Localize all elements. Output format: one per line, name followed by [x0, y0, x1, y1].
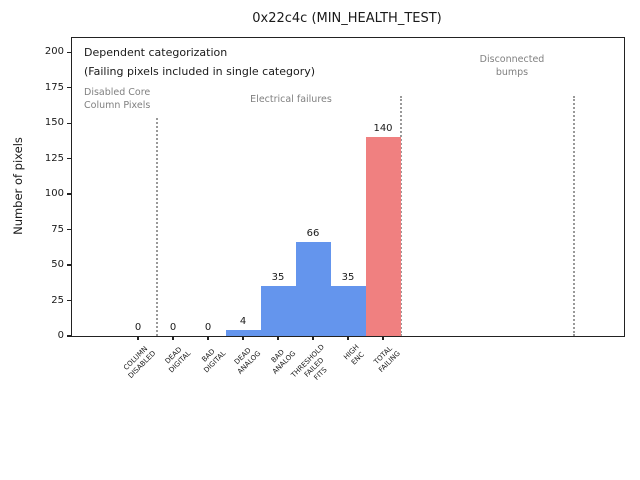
x-axis-tick-label: DEAD DIGITAL — [163, 345, 192, 375]
section-label-disconnected-bumps: Disconnected bumps — [479, 54, 545, 78]
bar — [295, 242, 331, 336]
annotation-failing-pixels-note: (Failing pixels included in single categ… — [84, 65, 316, 78]
y-axis-tick — [67, 264, 72, 266]
x-axis-tick — [277, 336, 279, 340]
x-axis-tick — [347, 336, 349, 340]
bar — [260, 286, 296, 336]
y-axis-tick — [67, 193, 72, 195]
bar — [330, 286, 366, 336]
x-axis-tick — [207, 336, 209, 340]
x-axis-tick — [242, 336, 244, 340]
section-label-disabled-core-column-pixels: Disabled Core Column Pixels — [84, 87, 151, 111]
y-axis-tick-label: 125 — [44, 152, 64, 164]
x-axis-tick — [137, 336, 139, 340]
x-axis-tick-label: HIGH ENC — [342, 343, 366, 367]
annotation-dependent-categorization: Dependent categorization — [84, 46, 228, 59]
bar-value-label: 66 — [306, 228, 320, 240]
bar-value-label: 4 — [239, 316, 247, 328]
y-axis-tick-label: 200 — [44, 46, 64, 58]
x-axis-tick — [172, 336, 174, 340]
y-axis-tick-label: 50 — [51, 259, 64, 271]
bar-value-label: 0 — [204, 322, 212, 333]
bar-value-label: 0 — [169, 322, 177, 333]
y-axis-tick — [67, 122, 72, 124]
y-axis-tick — [67, 299, 72, 302]
y-axis-tick-label: 0 — [57, 330, 64, 341]
y-axis-tick-label: 100 — [44, 188, 64, 200]
bar-value-label: 35 — [341, 272, 355, 284]
x-axis-tick — [312, 336, 314, 340]
y-axis-tick-label: 75 — [51, 223, 64, 235]
x-axis-tick-label: BAD DIGITAL — [200, 347, 227, 375]
bar-value-label: 0 — [134, 322, 142, 333]
y-axis-tick — [67, 335, 72, 337]
x-axis-tick — [382, 336, 384, 340]
y-axis-tick-label: 175 — [44, 81, 64, 93]
y-axis-tick — [67, 51, 72, 53]
section-label-electrical-failures: Electrical failures — [250, 94, 332, 105]
x-axis-tick-label: THRESHOLD FAILED FITS — [289, 343, 328, 382]
x-axis-tick-label: COLUMN DISABLED — [121, 344, 157, 380]
y-axis-tick-label: 150 — [44, 117, 64, 129]
y-axis-label: Number of pixels — [11, 137, 25, 235]
y-axis-tick — [67, 87, 72, 89]
chart-title: 0x22c4c (MIN_HEALTH_TEST) — [252, 11, 442, 26]
plot-area: Dependent categorization (Failing pixels… — [45, 37, 625, 382]
bar — [225, 330, 261, 336]
x-axis-tick-label: TOTAL FAILING — [372, 344, 402, 374]
bar-value-label: 35 — [271, 272, 285, 284]
section-divider-line — [399, 96, 402, 336]
bar — [365, 137, 401, 336]
section-divider-line — [572, 96, 575, 336]
y-axis-tick — [67, 158, 72, 160]
y-axis-tick — [67, 228, 72, 231]
bar-value-label: 140 — [373, 123, 393, 135]
x-axis-tick-label: DEAD ANALOG — [232, 346, 262, 376]
section-divider-line — [156, 118, 159, 336]
y-axis-tick-label: 25 — [51, 294, 64, 306]
